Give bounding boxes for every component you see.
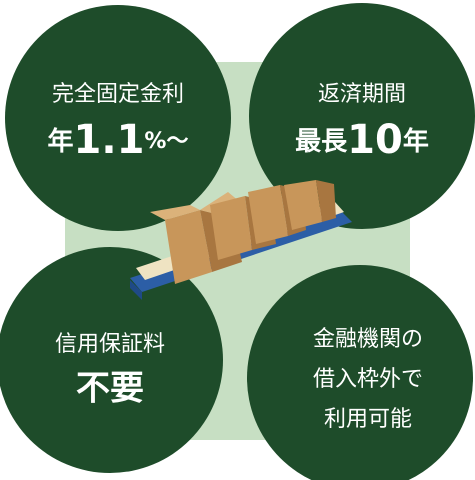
feature-text: 利用可能 [324, 407, 412, 432]
feature-text: 完全固定金利 [52, 82, 184, 107]
text: 年 [403, 126, 429, 157]
text: 最長 [295, 127, 348, 157]
circle [0, 247, 223, 473]
feature-text: 借入枠外で [313, 367, 423, 392]
conveyor-illustration [130, 180, 352, 300]
feature-highlight: 年1.1%～ [48, 117, 189, 163]
feature-text: 返済期間 [318, 82, 406, 107]
circle [5, 5, 231, 231]
text: 10 [347, 117, 403, 163]
text: 年 [48, 126, 74, 157]
feature-highlight: 不要 [76, 369, 144, 409]
circle [247, 265, 473, 480]
text: 1.1 [74, 117, 145, 163]
feature-text: 金融機関の [313, 327, 423, 352]
circle [249, 3, 475, 229]
text: %～ [144, 129, 188, 154]
feature-text: 信用保証料 [55, 332, 165, 357]
feature-highlight: 最長10年 [295, 117, 429, 163]
